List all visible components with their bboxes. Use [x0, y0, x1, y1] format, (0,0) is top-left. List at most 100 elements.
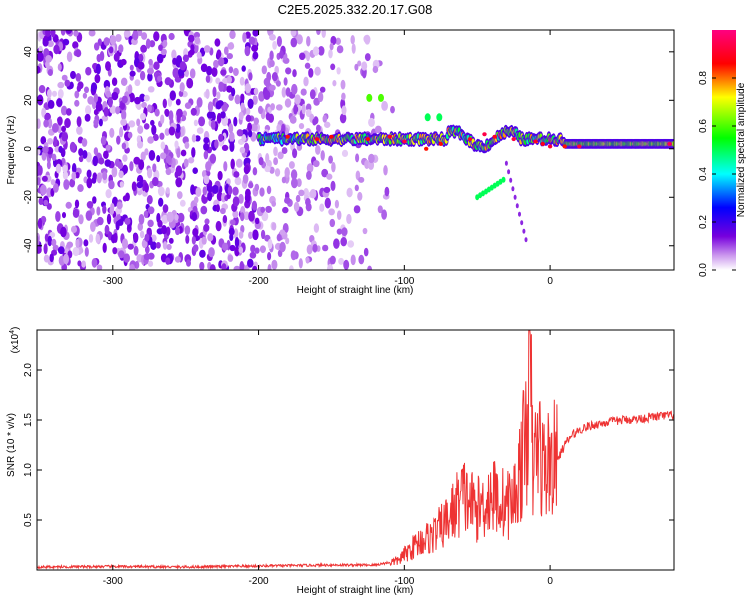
- spectrogram-cell: [314, 66, 321, 76]
- spectrogram-cell: [247, 130, 253, 138]
- spectrogram-cell: [113, 232, 118, 243]
- spectrogram-cell: [298, 123, 305, 130]
- spectrogram-cell: [40, 215, 47, 224]
- spectrogram-cell: [45, 30, 51, 37]
- spectrogram-cell: [201, 236, 207, 245]
- spectrogram-cell: [129, 161, 134, 172]
- spectrogram-cell: [218, 81, 224, 92]
- spectrogram-cell: [260, 206, 266, 213]
- spectrogram-cell: [533, 139, 538, 144]
- spectrogram-cell: [137, 30, 143, 37]
- spectrogram-cell: [276, 124, 282, 132]
- spectrogram-cell: [245, 114, 252, 123]
- spectrogram-cell: [146, 167, 153, 179]
- colorbar-tick-label: 0.6: [698, 119, 709, 133]
- spectrogram-cell: [115, 106, 121, 115]
- spectrogram-cell: [206, 111, 214, 119]
- spectrogram-cell: [198, 116, 206, 127]
- spectrogram-cell: [192, 244, 199, 252]
- spectrogram-cell: [105, 189, 112, 199]
- spectrogram-cell: [174, 76, 182, 83]
- spectrogram-cell: [381, 209, 387, 220]
- spectrogram-cell: [157, 186, 165, 197]
- spectrogram-cell: [174, 256, 181, 263]
- spectrogram-cell: [62, 38, 70, 46]
- snr-y-ticks: 0.5 1.0 1.5 2.0: [23, 363, 674, 527]
- spectrogram-cell: [524, 237, 528, 243]
- spectrogram-cell: [43, 119, 49, 128]
- spectrogram-cell: [207, 233, 214, 242]
- spectrogram-cell: [501, 176, 506, 183]
- spectrogram-cell: [144, 148, 149, 156]
- spectrogram-cell: [119, 181, 125, 188]
- spectrogram-cell: [151, 124, 157, 136]
- spectrogram-cell: [148, 150, 156, 161]
- spectrogram-cell: [312, 46, 320, 56]
- spectrogram-cell: [162, 204, 169, 213]
- spectrogram-cell: [131, 181, 137, 192]
- y-tick-label: 2.0: [23, 363, 34, 377]
- spectrogram-cell: [169, 90, 176, 101]
- spectrogram-cell: [215, 77, 221, 85]
- spectrogram-cell: [340, 79, 346, 90]
- spectrogram-cell: [191, 211, 198, 222]
- spectrogram-cell: [46, 203, 52, 210]
- spectrogram-cell: [147, 219, 154, 228]
- spectrogram-cell: [244, 83, 252, 94]
- spectrogram-cell: [184, 69, 189, 78]
- spectrogram-cell: [292, 148, 298, 159]
- spectrogram-cell: [269, 59, 275, 68]
- spectrogram-cell: [292, 69, 297, 78]
- spectrogram-cell: [333, 238, 340, 249]
- spectrogram-cell: [52, 244, 59, 252]
- spectrogram-cell: [62, 164, 68, 173]
- spectrogram-cell: [55, 163, 62, 174]
- spectrogram-cell: [102, 205, 107, 214]
- spectrogram-cell: [250, 88, 255, 95]
- spectrogram-cell: [328, 208, 335, 216]
- spectrogram-cell: [290, 169, 298, 180]
- spectrogram-cell: [122, 154, 128, 162]
- x-tick-label: -200: [249, 276, 269, 287]
- spectrogram-cell: [247, 122, 253, 132]
- spectrogram-cell: [187, 34, 195, 43]
- spectrogram-cell: [119, 126, 124, 138]
- spectrogram-cell: [247, 182, 254, 189]
- spectrogram-cell: [507, 169, 511, 175]
- spectrogram-cell: [74, 199, 80, 209]
- spectrogram-cell: [232, 210, 239, 218]
- spectrogram-cell: [438, 141, 443, 146]
- spectrogram-cell: [253, 117, 259, 125]
- spectrogram-cell: [322, 244, 329, 252]
- spectrogram-cell: [129, 70, 136, 77]
- spectrogram-cell: [547, 144, 553, 149]
- spectrogram-cell: [384, 186, 390, 197]
- spectrogram-cell: [254, 183, 260, 192]
- spectrogram-cell: [374, 125, 382, 134]
- spectrogram-cell: [269, 50, 274, 61]
- spectrogram-cell: [515, 203, 519, 209]
- spectrogram-cell: [285, 237, 290, 245]
- spectrogram-cell: [147, 260, 154, 267]
- spectrogram-cell: [192, 167, 198, 175]
- spectrogram-cell: [133, 156, 141, 165]
- spectrogram-x-ticks: -300 -200 -100 0: [103, 30, 553, 287]
- spectrogram-cell: [168, 126, 176, 136]
- spectrogram-cell: [37, 235, 40, 247]
- spectrogram-cell: [252, 95, 258, 105]
- spectrogram-cell: [381, 100, 388, 111]
- spectrogram-cell: [200, 205, 208, 215]
- spectrogram-cell: [222, 214, 228, 224]
- spectrogram-cell: [72, 41, 79, 49]
- spectrogram-cell: [204, 218, 210, 225]
- spectrogram-cell: [218, 57, 225, 67]
- spectrogram-cell: [304, 62, 311, 69]
- spectrogram-cell: [232, 67, 239, 77]
- spectrogram-cell: [366, 93, 373, 102]
- spectrogram-cell: [53, 136, 58, 147]
- spectrogram-cell: [322, 114, 328, 123]
- spectrogram-cell: [98, 157, 105, 165]
- spectrogram-cell: [47, 40, 54, 48]
- spectrogram-cell: [121, 142, 127, 150]
